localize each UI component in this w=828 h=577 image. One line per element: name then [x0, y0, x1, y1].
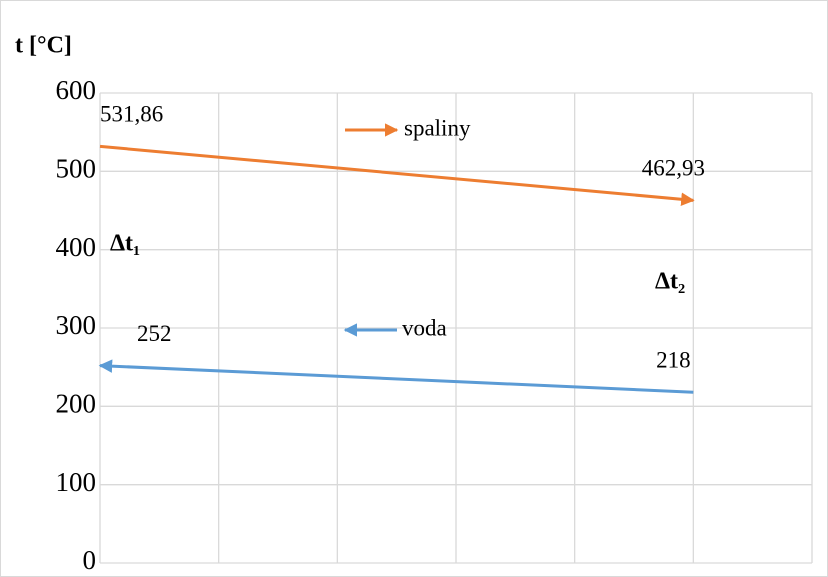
legend-label: voda — [402, 315, 447, 340]
data-label: 218 — [656, 348, 691, 373]
data-label: 462,93 — [642, 156, 705, 181]
legend-label: spaliny — [404, 115, 471, 140]
data-label: 252 — [137, 321, 172, 346]
y-tick-label: 100 — [56, 467, 97, 497]
data-label: 531,86 — [100, 102, 163, 127]
series-line — [98, 359, 694, 394]
annotation: Δt₁ — [110, 231, 140, 257]
y-tick-label: 400 — [56, 232, 97, 262]
y-axis-label: t [°C] — [15, 33, 72, 59]
y-tick-label: 500 — [56, 154, 97, 184]
y-tick-label: 300 — [56, 310, 97, 340]
y-tick-label: 600 — [56, 75, 97, 105]
y-tick-label: 0 — [83, 545, 97, 575]
series-line — [99, 144, 695, 206]
annotation: Δt₂ — [655, 269, 685, 295]
y-tick-label: 200 — [56, 389, 97, 419]
